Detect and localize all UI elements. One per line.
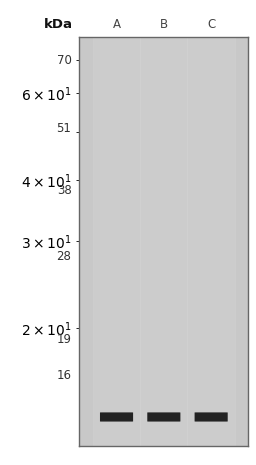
Text: kDa: kDa	[44, 18, 73, 31]
FancyBboxPatch shape	[100, 412, 133, 422]
Text: 51: 51	[57, 121, 71, 134]
Text: 38: 38	[57, 185, 71, 198]
Text: 16: 16	[56, 369, 71, 382]
Text: 28: 28	[57, 250, 71, 263]
FancyBboxPatch shape	[195, 412, 228, 422]
FancyBboxPatch shape	[147, 412, 180, 422]
Text: C: C	[207, 18, 215, 31]
Bar	[187, 37, 235, 446]
Text: A: A	[113, 18, 121, 31]
Bar	[93, 37, 140, 446]
Text: 70: 70	[57, 54, 71, 67]
Text: 19: 19	[56, 332, 71, 345]
Text: B: B	[160, 18, 168, 31]
Bar	[140, 37, 187, 446]
